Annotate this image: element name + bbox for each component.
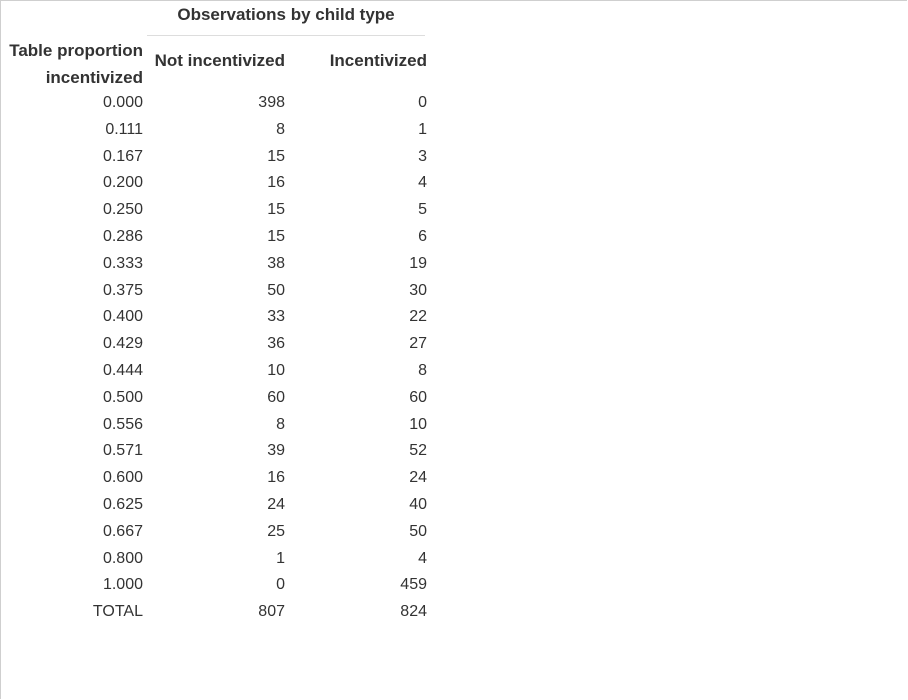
incentivized-cell: 6 [418,227,427,245]
proportion-cell: 1.000 [102,576,143,594]
incentivized-cell: 4 [418,549,427,567]
table-row: 0.375 50 30 [1,277,431,304]
incentivized-cell: 5 [418,201,427,219]
proportion-cell: 0.444 [102,361,143,379]
incentivized-cell: 8 [418,361,427,379]
table-row: TOTAL 807 824 [1,598,431,625]
table-row: 0.333 38 19 [1,250,431,277]
incentivized-cell: 1 [418,120,427,138]
table-row: 0.000 398 0 [1,89,431,116]
proportion-cell: 0.800 [102,549,143,567]
proportion-cell: 0.600 [102,469,143,487]
proportion-cell: 0.400 [102,308,143,326]
incentivized-cell: 40 [409,495,427,513]
table-row: 0.571 39 52 [1,437,431,464]
not-incentivized-cell: 16 [267,469,285,487]
incentivized-cell: 50 [409,522,427,540]
table-row: 0.286 15 6 [1,223,431,250]
not-incentivized-cell: 0 [276,576,285,594]
stub-header: Table proportion incentivized [1,37,143,91]
not-incentivized-cell: 8 [276,120,285,138]
incentivized-cell: 19 [409,254,427,272]
not-incentivized-cell: 1 [276,549,285,567]
not-incentivized-cell: 8 [276,415,285,433]
not-incentivized-cell: 25 [267,522,285,540]
incentivized-cell: 824 [400,603,427,621]
not-incentivized-cell: 15 [267,201,285,219]
stub-header-line1: Table proportion [9,41,143,60]
not-incentivized-cell: 398 [258,94,285,111]
proportion-cell: 0.333 [102,254,143,272]
table-row: 0.111 8 1 [1,116,431,143]
proportion-cell: 0.429 [102,335,143,353]
not-incentivized-cell: 38 [267,254,285,272]
not-incentivized-cell: 15 [267,227,285,245]
proportion-cell: 0.571 [102,442,143,460]
proportion-cell: TOTAL [92,603,143,621]
proportion-cell: 0.625 [102,495,143,513]
not-incentivized-cell: 60 [267,388,285,406]
proportion-cell: 0.286 [102,227,143,245]
not-incentivized-cell: 50 [267,281,285,299]
proportion-cell: 0.200 [102,174,143,192]
proportion-cell: 0.000 [102,94,143,111]
incentivized-cell: 4 [418,174,427,192]
incentivized-cell: 10 [409,415,427,433]
column-spanner-title: Observations by child type [177,5,395,24]
table-row: 0.667 25 50 [1,518,431,545]
table-row: 0.625 24 40 [1,491,431,518]
proportion-cell: 0.375 [102,281,143,299]
table-row: 0.500 60 60 [1,384,431,411]
table-row: 0.429 36 27 [1,330,431,357]
incentivized-cell: 3 [418,147,427,165]
not-incentivized-cell: 10 [267,361,285,379]
table-row: 0.600 16 24 [1,464,431,491]
incentivized-cell: 60 [409,388,427,406]
incentivized-cell: 22 [409,308,427,326]
table-row: 0.250 15 5 [1,196,431,223]
not-incentivized-cell: 24 [267,495,285,513]
proportion-cell: 0.500 [102,388,143,406]
proportion-cell: 0.667 [102,522,143,540]
not-incentivized-cell: 807 [258,603,285,621]
column-header-not-incentivized: Not incentivized [154,51,285,70]
incentivized-cell: 24 [409,469,427,487]
not-incentivized-cell: 33 [267,308,285,326]
table-row: 0.444 10 8 [1,357,431,384]
incentivized-cell: 0 [418,94,427,111]
column-header-incentivized: Incentivized [329,51,427,70]
table-row: 0.167 15 3 [1,143,431,170]
table-row: 0.400 33 22 [1,303,431,330]
proportion-cell: 0.111 [105,120,143,138]
not-incentivized-cell: 15 [267,147,285,165]
not-incentivized-cell: 39 [267,442,285,460]
table-row: 0.800 1 4 [1,545,431,572]
incentivized-cell: 459 [400,576,427,594]
table-row: 0.556 8 10 [1,411,431,438]
not-incentivized-cell: 16 [267,174,285,192]
proportion-cell: 0.556 [102,415,143,433]
incentivized-cell: 27 [409,335,427,353]
proportion-cell: 0.167 [102,147,143,165]
spanner-underline [147,35,425,36]
incentivized-cell: 30 [409,281,427,299]
table-row: 1.000 0 459 [1,571,431,598]
incentivized-cell: 52 [409,442,427,460]
not-incentivized-cell: 36 [267,335,285,353]
proportion-cell: 0.250 [102,201,143,219]
table-body: 0.000 398 0 0.111 8 1 0.167 15 3 0.200 16 4 0.250 15 5… [1,89,431,625]
stub-header-line2: incentivized [45,68,143,87]
table-row: 0.200 16 4 [1,169,431,196]
